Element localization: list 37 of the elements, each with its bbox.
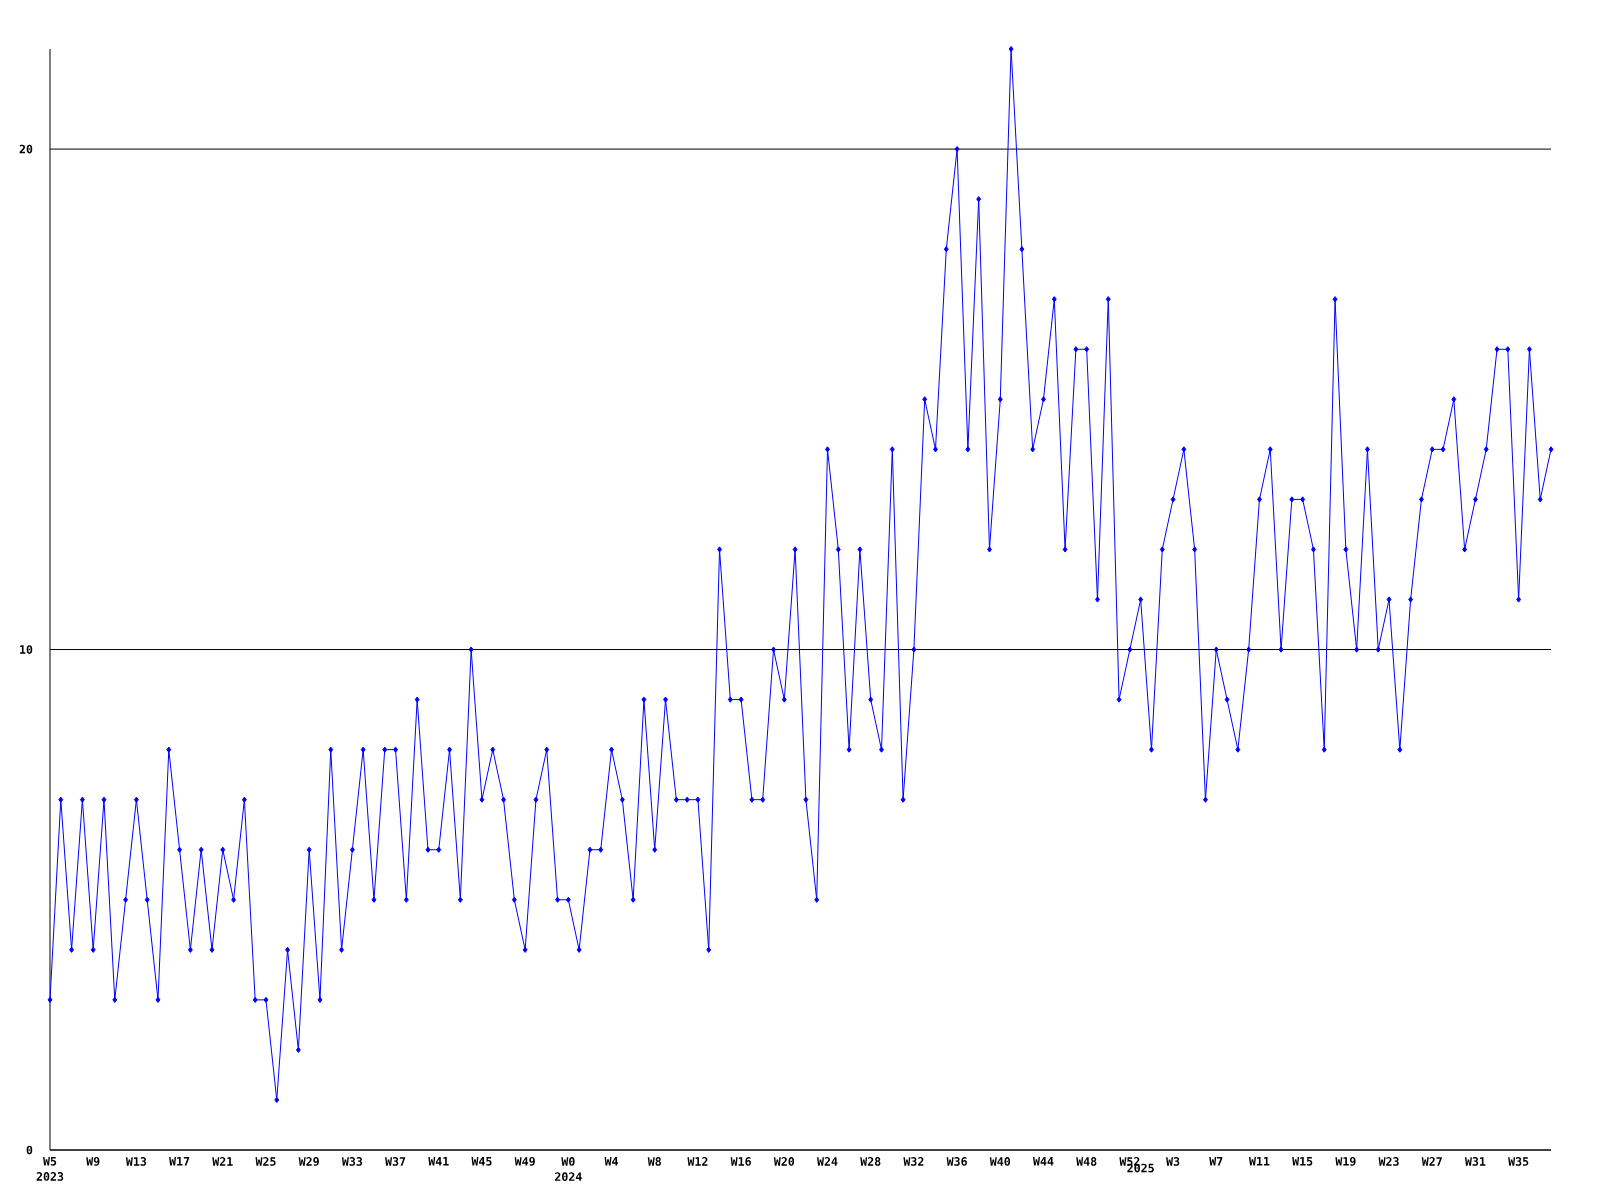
x-tick-label: W31 (1464, 1157, 1486, 1166)
x-tick-label: W45 (471, 1157, 492, 1166)
x-tick-label: W41 (428, 1157, 449, 1166)
x-tick-label: W4 (604, 1157, 618, 1166)
x-tick-label: W36 (946, 1157, 967, 1166)
x-tick-label: W12 (687, 1157, 708, 1166)
x-tick-label: W20 (773, 1157, 795, 1166)
x-tick-label: W27 (1421, 1157, 1442, 1166)
x-tick-label: W33 (341, 1157, 363, 1166)
y-tick-label: 0 (26, 1145, 33, 1155)
x-tick-label: W25 (255, 1157, 276, 1166)
x-tick-label: W11 (1248, 1157, 1270, 1166)
y-tick-label: 20 (19, 144, 33, 154)
x-tick-label: W19 (1335, 1157, 1356, 1166)
x-tick-label: W8 (647, 1157, 661, 1166)
x-tick-label: W13 (125, 1157, 147, 1166)
x-tick-label: W5 2023 (36, 1157, 64, 1181)
x-tick-label: W24 (817, 1157, 838, 1166)
x-tick-label: W15 (1292, 1157, 1313, 1166)
x-tick-label: W9 (86, 1157, 100, 1166)
x-tick-label: W28 (860, 1157, 881, 1166)
x-tick-label: W49 (514, 1157, 535, 1166)
x-tick-label: W3 (1166, 1157, 1180, 1166)
x-tick-label: W16 (730, 1157, 751, 1166)
x-tick-label: W48 (1076, 1157, 1097, 1166)
x-tick-label: W23 (1378, 1157, 1399, 1166)
x-tick-label: W21 (212, 1157, 233, 1166)
x-tick-label: W7 (1209, 1157, 1223, 1166)
x-tick-label: W35 (1508, 1157, 1529, 1166)
x-tick-label: W0 2024 (555, 1157, 582, 1182)
x-tick-label: W37 (385, 1157, 406, 1166)
x-tick-label: W40 (989, 1157, 1011, 1166)
x-tick-label: W29 (298, 1157, 319, 1166)
y-tick-label: 10 (20, 645, 33, 654)
x-tick-label: W44 (1033, 1157, 1054, 1166)
x-tick-label: W32 (903, 1157, 924, 1166)
x-tick-label: W17 (169, 1157, 190, 1166)
